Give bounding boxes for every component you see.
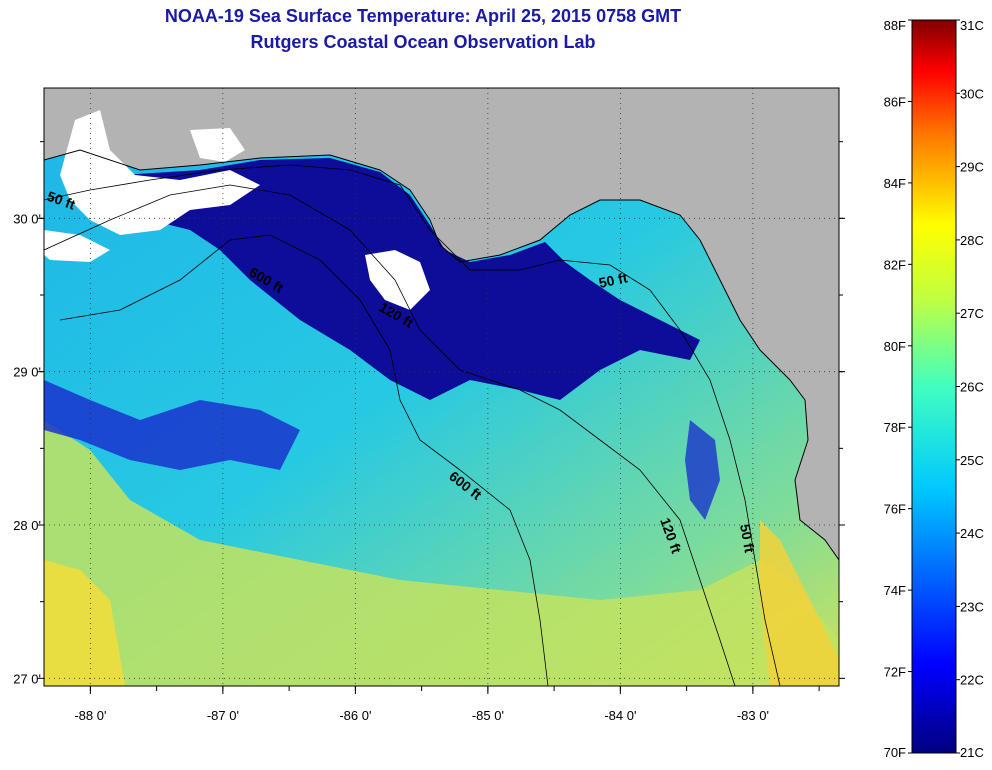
colorbar-label-c: 21C xyxy=(960,745,984,760)
cloud-area xyxy=(60,110,260,235)
colorbar-label-c: 31C xyxy=(960,18,984,33)
colorbar-label-f: 82F xyxy=(884,257,906,272)
lon-tick-label: -84 0' xyxy=(604,708,636,723)
colorbar-label-f: 88F xyxy=(884,18,906,33)
cold-patch xyxy=(44,380,300,470)
colorbar-label-f: 72F xyxy=(884,665,906,680)
colorbar-label-f: 84F xyxy=(884,176,906,191)
map-title: NOAA-19 Sea Surface Temperature: April 2… xyxy=(164,6,682,26)
hot-water xyxy=(44,560,125,686)
colorbar-label-c: 29C xyxy=(960,160,984,175)
colorbar-label-f: 78F xyxy=(884,420,906,435)
colorbar-label-c: 24C xyxy=(960,526,984,541)
map-subtitle: Rutgers Coastal Ocean Observation Lab xyxy=(250,32,596,52)
cold-patch-east xyxy=(685,420,720,520)
colorbar-label-c: 27C xyxy=(960,306,984,321)
lon-tick-label: -86 0' xyxy=(339,708,371,723)
lon-tick-label: -87 0' xyxy=(207,708,239,723)
contour-label: 50 ft xyxy=(597,269,629,291)
contour-50ft-a xyxy=(44,164,781,686)
cloud-area-4 xyxy=(190,128,245,162)
colorbar-label-c: 22C xyxy=(960,673,984,688)
colorbar-label-f: 86F xyxy=(884,94,906,109)
colorbar-labels: 88F 86F 84F 82F 80F 78F 76F 74F 72F 70F 31C 30C 29C 2… xyxy=(884,18,984,760)
colorbar xyxy=(911,19,957,754)
colorbar-label-f: 70F xyxy=(884,745,906,760)
lat-tick-label: 27 0' xyxy=(13,671,41,686)
colorbar-label-c: 28C xyxy=(960,233,984,248)
map-layers: 50 ft 600 ft 120 ft 50 ft 600 ft 120 ft … xyxy=(44,88,839,686)
lat-tick-label: 30 0' xyxy=(13,211,41,226)
colorbar-label-c: 23C xyxy=(960,599,984,614)
coastline xyxy=(44,149,839,561)
colorbar-label-c: 25C xyxy=(960,453,984,468)
hot-coast xyxy=(760,520,839,686)
warm-water xyxy=(44,420,839,686)
map-axes: -88 0' -87 0' -86 0' -85 0' -84 0' -83 0' 30 0… xyxy=(13,141,845,723)
map-frame xyxy=(43,87,840,687)
colorbar-label-f: 76F xyxy=(884,502,906,517)
contour-label: 50 ft xyxy=(737,523,758,554)
cloud-area-2 xyxy=(44,230,110,262)
lon-tick-label: -85 0' xyxy=(472,708,504,723)
contour-600ft-a xyxy=(59,234,549,686)
lat-tick-label: 29 0' xyxy=(13,365,41,380)
contour-120ft-a xyxy=(44,184,736,686)
lat-tick-label: 28 0' xyxy=(13,518,41,533)
colorbar-label-c: 30C xyxy=(960,86,984,101)
lon-tick-label: -88 0' xyxy=(74,708,106,723)
lon-tick-label: -83 0' xyxy=(737,708,769,723)
colorbar-label-f: 80F xyxy=(884,339,906,354)
colorbar-label-c: 26C xyxy=(960,380,984,395)
colorbar-label-f: 74F xyxy=(884,583,906,598)
